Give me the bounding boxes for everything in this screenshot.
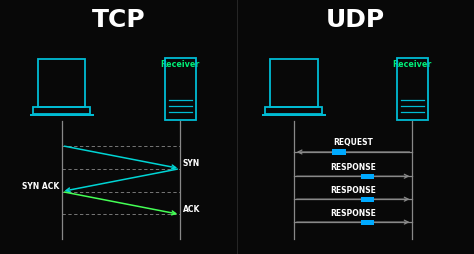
Bar bbox=[361, 197, 374, 202]
Bar bbox=[361, 220, 374, 225]
Text: RESPONSE: RESPONSE bbox=[330, 162, 376, 171]
Bar bbox=[270, 60, 318, 108]
Bar bbox=[33, 108, 90, 114]
Text: UDP: UDP bbox=[326, 8, 385, 31]
Bar bbox=[165, 58, 195, 121]
Bar bbox=[29, 114, 94, 117]
Text: Sender: Sender bbox=[278, 69, 310, 77]
Bar bbox=[272, 61, 316, 107]
Bar bbox=[262, 114, 326, 117]
Text: RESPONSE: RESPONSE bbox=[330, 185, 376, 194]
Text: Receiver: Receiver bbox=[392, 60, 432, 69]
Text: SYN ACK: SYN ACK bbox=[22, 182, 59, 190]
Text: Receiver: Receiver bbox=[160, 60, 200, 69]
Bar bbox=[38, 60, 85, 108]
Bar bbox=[40, 61, 83, 107]
Text: TCP: TCP bbox=[91, 8, 146, 31]
Text: REQUEST: REQUEST bbox=[333, 138, 373, 147]
Text: RESPONSE: RESPONSE bbox=[330, 208, 376, 217]
Bar bbox=[397, 58, 428, 121]
Bar bbox=[265, 108, 322, 114]
Bar bbox=[332, 150, 346, 155]
Text: ACK: ACK bbox=[182, 204, 200, 213]
Text: Sender: Sender bbox=[46, 69, 78, 77]
Bar bbox=[361, 174, 374, 179]
Text: SYN: SYN bbox=[182, 159, 200, 168]
